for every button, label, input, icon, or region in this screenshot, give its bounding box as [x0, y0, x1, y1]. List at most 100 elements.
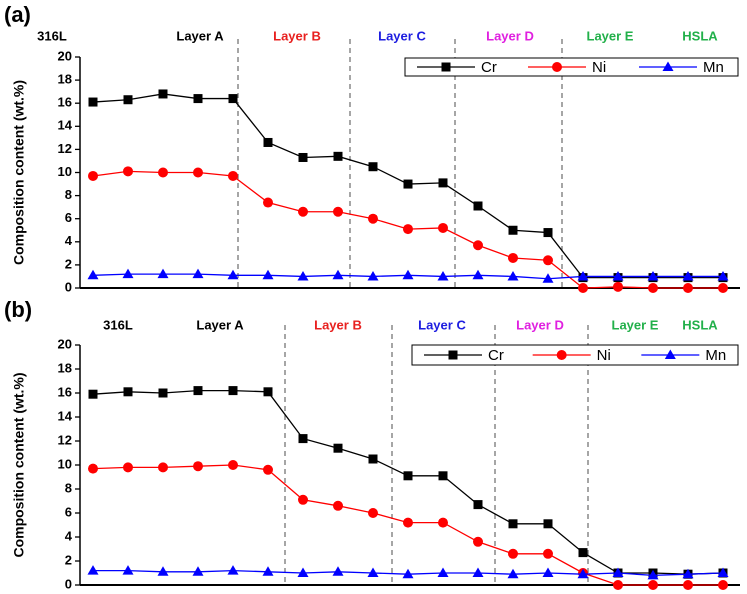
y-tick-label: 16	[58, 384, 72, 399]
marker	[543, 548, 553, 559]
marker	[556, 350, 567, 360]
marker	[227, 269, 239, 280]
region-label: Layer D	[486, 28, 534, 43]
marker	[438, 222, 448, 233]
y-tick-label: 20	[58, 336, 72, 351]
panel-label: (b)	[4, 297, 32, 322]
marker	[578, 283, 588, 293]
y-tick-label: 14	[58, 408, 73, 423]
marker	[368, 508, 378, 518]
marker	[193, 167, 203, 178]
legend-label: Ni	[592, 59, 606, 76]
legend-label: Cr	[488, 347, 504, 364]
marker	[613, 281, 623, 292]
region-label: Layer B	[314, 317, 362, 332]
panel-label: (a)	[4, 2, 31, 27]
marker	[228, 386, 238, 396]
marker	[403, 179, 413, 189]
series-line	[92, 389, 724, 575]
marker	[552, 62, 562, 72]
marker	[438, 178, 448, 188]
region-label: Layer D	[516, 317, 564, 332]
y-tick-label: 4	[65, 233, 73, 248]
marker	[647, 569, 659, 580]
region-label: HSLA	[682, 28, 718, 43]
marker	[368, 162, 378, 172]
marker	[332, 269, 344, 280]
y-tick-label: 6	[65, 504, 72, 519]
marker	[227, 565, 239, 575]
marker	[123, 95, 133, 105]
marker	[122, 565, 134, 575]
region-label: Layer C	[378, 28, 426, 43]
marker	[662, 61, 674, 71]
marker	[298, 206, 308, 217]
marker	[192, 566, 204, 576]
y-tick-label: 4	[65, 528, 73, 543]
marker	[158, 462, 168, 473]
y-axis-label: Composition content (wt.%)	[11, 372, 27, 557]
marker	[664, 349, 676, 359]
marker	[263, 464, 273, 475]
marker	[683, 580, 693, 590]
marker	[123, 387, 133, 397]
marker	[438, 471, 448, 481]
y-tick-label: 8	[65, 187, 72, 202]
marker	[333, 206, 343, 217]
marker	[333, 500, 343, 511]
marker	[647, 270, 659, 281]
marker	[473, 240, 483, 251]
marker	[367, 270, 379, 281]
marker	[448, 350, 458, 360]
marker	[508, 225, 518, 235]
marker	[298, 434, 308, 444]
marker	[473, 500, 483, 510]
marker	[472, 567, 484, 577]
marker	[192, 268, 204, 279]
marker	[542, 273, 554, 283]
y-tick-label: 10	[58, 164, 72, 179]
marker	[263, 137, 273, 147]
y-tick-label: 14	[58, 118, 73, 133]
marker	[193, 461, 203, 472]
marker	[507, 270, 519, 281]
region-label: 316L	[37, 28, 67, 43]
marker	[263, 197, 273, 208]
marker	[88, 170, 98, 181]
marker	[507, 568, 519, 579]
y-tick-label: 12	[58, 432, 72, 447]
marker	[648, 580, 658, 590]
marker	[87, 269, 99, 280]
legend-label: Cr	[481, 59, 497, 76]
marker	[157, 566, 169, 576]
marker	[717, 567, 729, 577]
marker	[578, 548, 588, 558]
region-label: Layer A	[176, 28, 224, 43]
marker	[367, 567, 379, 577]
marker	[402, 269, 414, 280]
marker	[298, 152, 308, 162]
region-label: HSLA	[682, 317, 718, 332]
marker	[297, 567, 309, 577]
region-label: 316L	[103, 317, 133, 332]
marker	[718, 580, 728, 590]
marker	[158, 388, 168, 398]
marker	[508, 519, 518, 529]
marker	[613, 580, 623, 590]
marker	[88, 97, 98, 107]
legend-label: Mn	[705, 347, 726, 364]
region-label: Layer E	[587, 28, 634, 43]
marker	[543, 519, 553, 529]
marker	[87, 565, 99, 575]
marker	[88, 463, 98, 474]
y-tick-label: 18	[58, 360, 72, 375]
marker	[123, 462, 133, 473]
marker	[158, 167, 168, 178]
region-label: Layer B	[273, 28, 321, 43]
marker	[157, 268, 169, 279]
marker	[473, 201, 483, 211]
marker	[441, 62, 451, 72]
marker	[508, 548, 518, 559]
marker	[577, 270, 589, 281]
marker	[543, 228, 553, 238]
